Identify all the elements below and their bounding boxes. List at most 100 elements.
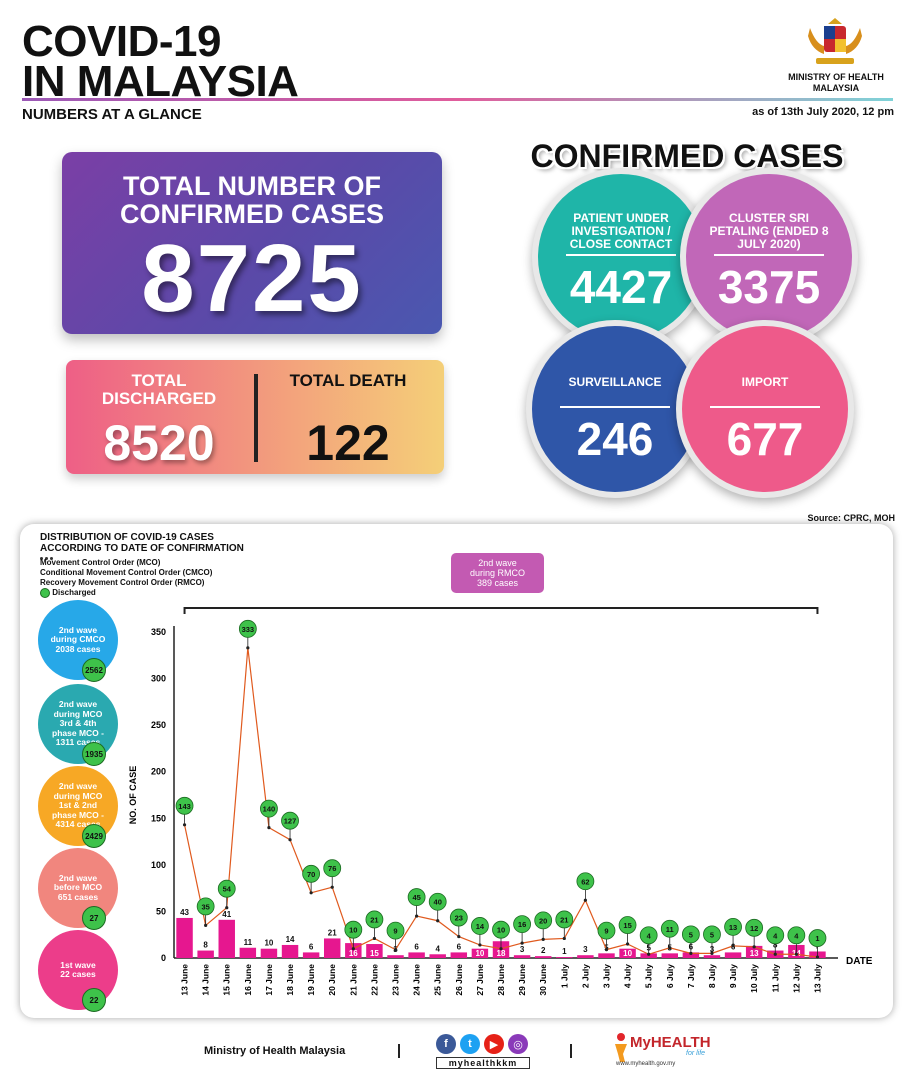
myhealth-brand: MyHEALTH — [630, 1034, 711, 1051]
wave-label-line: during MCO — [53, 790, 103, 801]
discharged-point — [288, 838, 292, 842]
x-tick-label: 19 June — [306, 964, 316, 996]
discharged-value-label: 23 — [455, 914, 463, 923]
discharged-point — [246, 646, 250, 650]
wave-label: 2nd wave during MCO 3rd & 4th phase MCO -13… — [52, 700, 104, 748]
wave-discharged-badge: 2429 — [82, 824, 106, 848]
discharged-badge — [513, 915, 531, 933]
discharged-point — [393, 948, 398, 952]
source-label: Source: CPRC, MOH — [807, 513, 895, 523]
distribution-panel — [20, 524, 893, 1018]
discharged-badge — [492, 920, 510, 939]
total-death-label: TOTAL DEATH — [289, 371, 407, 390]
title-line-2: IN MALAYSIA — [22, 57, 299, 106]
discharged-badge — [344, 920, 363, 939]
confirmed-circle-rule — [560, 406, 670, 408]
bar — [577, 955, 594, 958]
total-confirmed-label: TOTAL NUMBER OF CONFIRMED CASES — [119, 171, 384, 229]
discharged-value-label: 14 — [476, 922, 485, 931]
twitter-icon[interactable]: t — [460, 1034, 480, 1054]
youtube-icon[interactable]: ▶ — [484, 1034, 504, 1054]
discharged-value-label: 35 — [201, 902, 209, 911]
total-confirmed-card: TOTAL NUMBER OF CONFIRMED CASES 8725 — [62, 152, 442, 334]
discharged-badge — [175, 796, 194, 815]
bar — [176, 917, 193, 958]
y-tick-label: 50 — [156, 906, 166, 916]
wave-label-line: 1311 cases — [55, 737, 101, 748]
subtitle: NUMBERS AT A GLANCE — [22, 106, 202, 123]
x-tick-label: 26 June — [454, 964, 464, 996]
wave-circle-3: 2nd wave before MCO 651 cases — [38, 848, 118, 928]
wave-label-line: 2nd wave — [58, 781, 98, 792]
distribution-title-line-2: ACCORDING TO DATE OF CONFIRMATION — [40, 543, 244, 554]
bar — [703, 955, 721, 958]
discharged-badge — [323, 859, 342, 878]
wave-label-line: 22 cases — [60, 969, 96, 979]
wave-label-line: during CMCO — [50, 634, 106, 645]
x-tick-label: 11 July — [770, 964, 780, 993]
bar — [661, 953, 679, 958]
legend-discharged: Discharged — [40, 588, 212, 598]
myhealth-url: www.myhealth.gov.my — [616, 1061, 676, 1067]
bar-value-label: 4 — [435, 944, 440, 953]
x-tick-label: 20 June — [327, 964, 337, 996]
x-tick-label: 12 July — [791, 964, 801, 993]
discharged-value-label: 9 — [604, 927, 608, 936]
header-divider — [22, 98, 893, 101]
discharged-badge — [238, 619, 257, 638]
rmco-line-3: 389 cases — [476, 578, 519, 588]
wave-label-line: phase MCO - — [52, 727, 104, 738]
discharged-value-label: 9 — [393, 927, 397, 936]
discharged-badge — [576, 872, 595, 891]
y-tick-label: 0 — [161, 953, 166, 963]
bar — [619, 948, 636, 958]
confirmed-cases-title: CONFIRMED CASES — [530, 138, 844, 174]
discharged-value-label: 76 — [328, 864, 336, 873]
discharged-point — [436, 919, 440, 923]
discharged-point — [309, 891, 313, 895]
discharged-point — [689, 951, 693, 955]
instagram-icon[interactable]: ◎ — [508, 1034, 528, 1054]
discharged-badge — [281, 811, 299, 830]
discharged-point — [562, 936, 566, 941]
discharged-badge — [639, 926, 658, 945]
discharged-point — [794, 952, 798, 956]
bar-value-label: 14 — [286, 935, 295, 944]
discharged-badge — [260, 799, 278, 818]
total-discharged-label: TOTAL DISCHARGED — [101, 371, 217, 408]
legend-dots — [40, 553, 212, 560]
discharged-point — [647, 952, 651, 956]
rmco-wave-box: 2nd wave during RMCO 389 cases — [451, 553, 544, 593]
bar — [281, 944, 299, 958]
rmco-line-1: 2nd wave — [478, 558, 517, 568]
bar — [598, 953, 615, 958]
x-tick-label: 8 July — [707, 964, 717, 988]
ministry-label: MINISTRY OF HEALTH MALAYSIA — [788, 72, 884, 93]
y-tick-label: 300 — [151, 674, 166, 684]
confirmed-circle-rule — [710, 406, 820, 408]
discharged-value-label: 333 — [242, 625, 255, 634]
confirmed-circle-label: CLUSTER SRI PETALING (ENDED 8 JULY 2020) — [709, 211, 829, 251]
bar — [218, 919, 235, 958]
x-tick-label: 15 June — [222, 964, 232, 996]
facebook-icon[interactable]: f — [436, 1034, 456, 1054]
y-tick-label: 150 — [151, 813, 166, 823]
bar-value-label: 3 — [520, 945, 525, 954]
x-tick-label: 28 June — [496, 964, 506, 996]
discharged-badge — [302, 864, 321, 883]
wave-circle-2: 2nd wave during MCO 1st & 2nd phase MCO -43… — [38, 766, 118, 846]
distribution-title: DISTRIBUTION OF COVID-19 CASES ACCORDING… — [40, 532, 244, 554]
legend-rmco: Recovery Movement Control Order (RMCO) — [40, 578, 205, 587]
x-tick-label: 6 July — [665, 964, 675, 988]
confirmed-circle-value: 677 — [726, 413, 804, 465]
wave-label-line: before MCO — [53, 882, 103, 893]
bar — [724, 952, 742, 958]
myhealth-logo: MyHEALTH for life www.myhealth.gov.my — [612, 1030, 712, 1070]
discharged-point — [267, 826, 271, 830]
as-of-date: as of 13th July 2020, 12 pm — [752, 106, 894, 118]
discharged-badge — [407, 888, 426, 906]
x-tick-label: 24 June — [412, 964, 422, 996]
legend-discharged-label: Discharged — [52, 588, 96, 598]
bar-value-label: 1 — [562, 947, 567, 956]
x-tick-label: 22 June — [369, 964, 379, 996]
